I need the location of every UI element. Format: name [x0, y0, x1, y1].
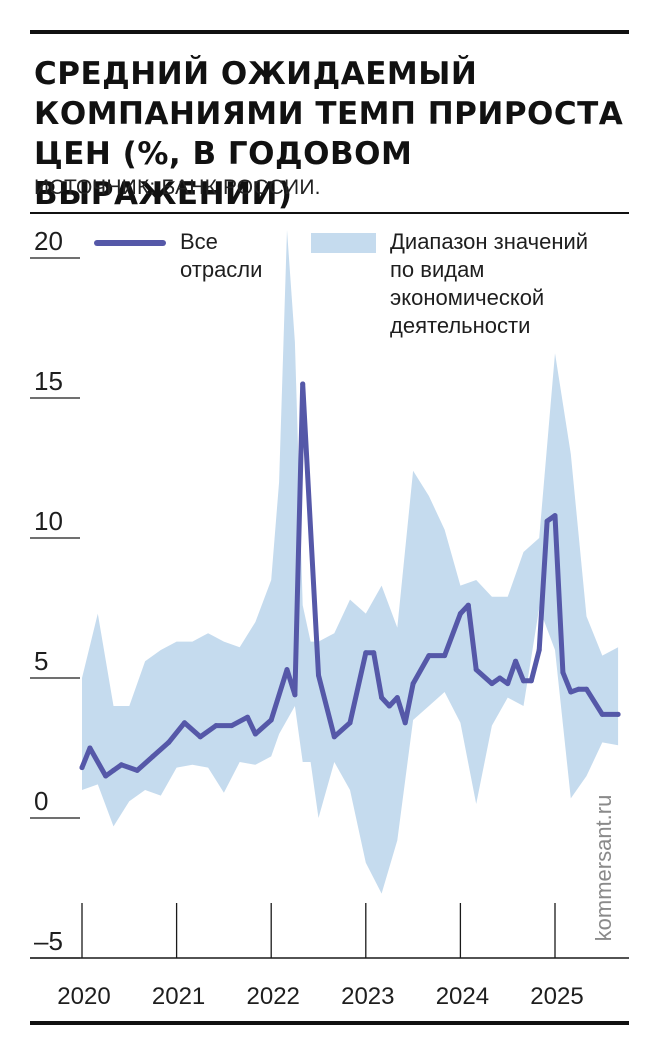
data-point — [268, 717, 274, 723]
data-point — [347, 720, 353, 726]
data-point — [300, 381, 306, 387]
data-point — [544, 518, 550, 524]
data-point — [371, 650, 377, 656]
data-point — [584, 686, 589, 692]
legend-text-line: Все — [180, 229, 218, 254]
data-point — [615, 711, 621, 717]
data-point — [442, 653, 448, 659]
data-point — [505, 681, 511, 687]
data-point — [150, 753, 156, 759]
data-point — [528, 678, 534, 684]
data-point — [213, 723, 219, 729]
data-point — [457, 611, 463, 617]
data-point — [386, 703, 392, 709]
data-point — [363, 650, 369, 656]
data-point — [552, 513, 558, 519]
data-point — [560, 669, 566, 675]
legend-label-range: Диапазон значений по видам экономической де… — [390, 228, 588, 340]
data-point — [118, 762, 124, 768]
source-note: ИСТОЧНИК: БАНК РОССИИ. — [34, 176, 321, 199]
data-point — [292, 692, 298, 698]
data-point — [103, 773, 109, 779]
legend-text-line: деятельности — [390, 313, 531, 338]
series-line-all-sectors — [79, 381, 621, 779]
data-point — [87, 745, 93, 751]
data-point — [331, 734, 337, 740]
data-point — [536, 647, 542, 653]
data-point — [402, 720, 408, 726]
data-point — [426, 653, 432, 659]
legend-text-line: по видам — [390, 257, 485, 282]
legend-text-line: Диапазон значений — [390, 229, 589, 254]
data-point — [513, 658, 519, 664]
data-point — [465, 602, 471, 608]
legend-text-line: экономической — [390, 285, 545, 310]
y-tick-label: 20 — [34, 226, 63, 256]
y-tick-label: 15 — [34, 366, 63, 396]
y-tick-label: 0 — [34, 786, 48, 816]
top-rule — [30, 30, 629, 34]
data-point — [166, 739, 172, 745]
header-rule — [30, 212, 629, 214]
data-point — [599, 711, 605, 717]
data-point — [568, 689, 574, 695]
chart-title: СРЕДНИЙ ОЖИДАЕМЫЙ КОМПАНИЯМИ ТЕМП ПРИРОС… — [34, 56, 624, 212]
data-point — [134, 767, 140, 773]
data-point — [245, 714, 250, 720]
legend-swatch-band — [311, 233, 376, 253]
data-point — [521, 678, 526, 684]
x-tick-label: 2022 — [247, 983, 300, 1010]
data-point — [284, 667, 290, 673]
data-point — [394, 695, 400, 701]
x-tick-label: 2024 — [436, 983, 489, 1010]
data-point — [229, 723, 235, 729]
data-point — [497, 675, 503, 681]
x-tick-label: 2023 — [341, 983, 394, 1010]
legend-text-line: отрасли — [180, 257, 263, 282]
data-point — [252, 731, 258, 737]
data-point — [410, 681, 416, 687]
data-point — [79, 765, 85, 771]
x-tick-label: 2021 — [152, 983, 205, 1010]
bottom-rule — [30, 1021, 629, 1025]
y-tick-label: 10 — [34, 506, 63, 536]
x-tick-label: 2025 — [530, 983, 583, 1010]
legend-label-all-sectors: Все отрасли — [180, 228, 262, 284]
data-point — [197, 734, 203, 740]
data-point — [111, 767, 116, 773]
data-point — [489, 681, 495, 687]
y-tick-label: –5 — [34, 926, 63, 956]
y-tick-label: 5 — [34, 646, 48, 676]
data-point — [473, 667, 479, 673]
data-point — [379, 695, 385, 701]
data-point — [182, 720, 187, 726]
watermark: kommersant.ru — [591, 794, 616, 942]
x-tick-label: 2020 — [57, 983, 110, 1010]
data-point — [316, 672, 321, 678]
data-point — [576, 686, 582, 692]
